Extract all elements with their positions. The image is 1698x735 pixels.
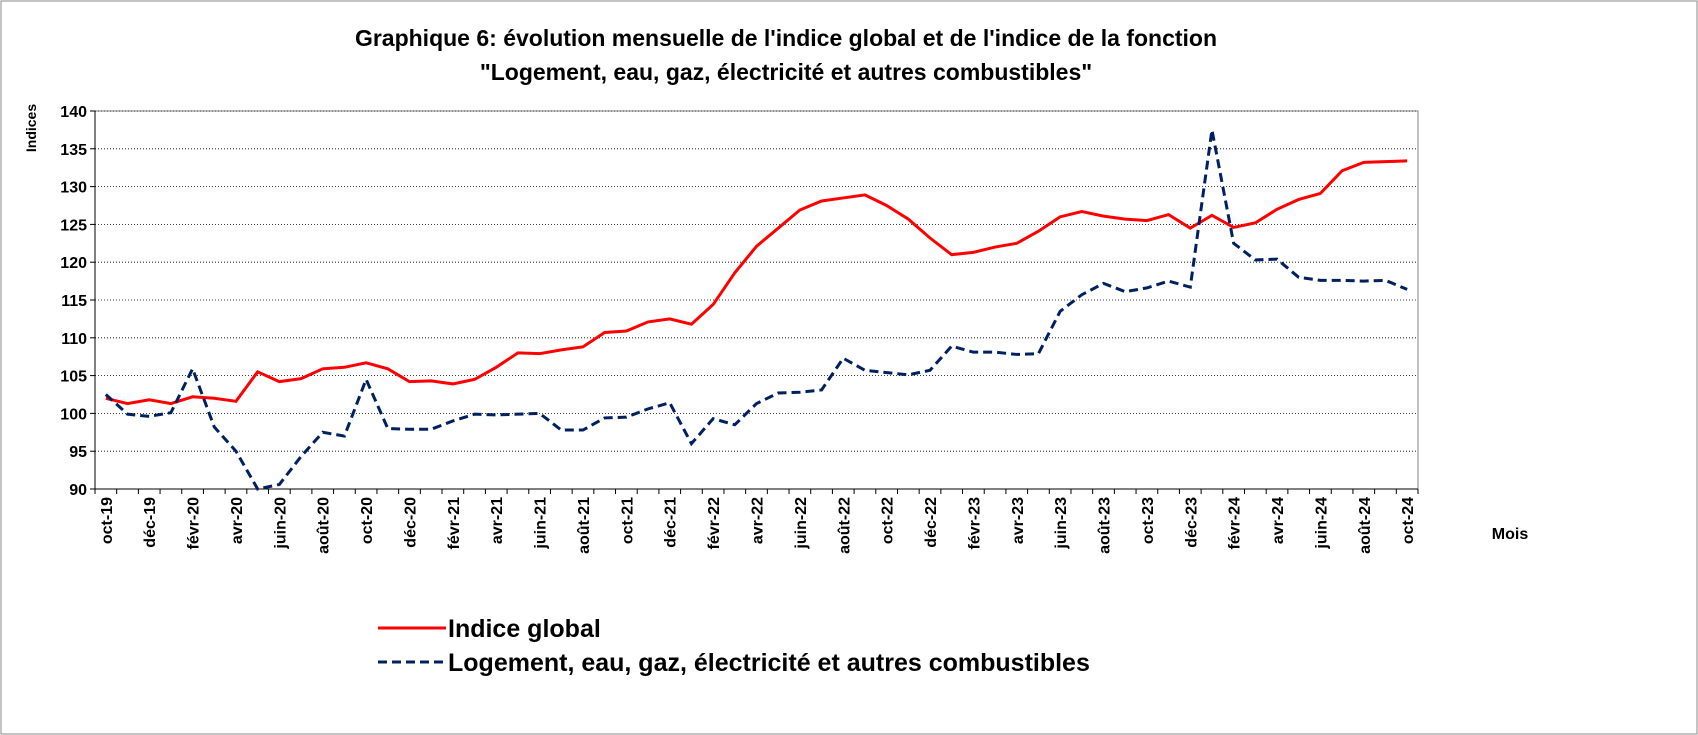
x-tick-label: févr-20: [186, 497, 203, 550]
x-tick-label: août-21: [576, 497, 593, 554]
x-tick-label: oct-24: [1400, 497, 1417, 544]
x-tick-label: févr-23: [966, 497, 983, 550]
x-tick-label: avr-20: [229, 497, 246, 544]
x-tick-label: oct-23: [1140, 497, 1157, 544]
x-tick-label: août-23: [1097, 497, 1114, 554]
y-tick-label: 135: [60, 142, 87, 159]
y-tick-label: 110: [61, 331, 87, 348]
legend-label: Logement, eau, gaz, électricité et autre…: [448, 649, 1090, 677]
x-tick-label: oct-19: [99, 497, 116, 544]
x-tick-label: oct-20: [359, 497, 376, 544]
x-tick-label: août-22: [836, 497, 853, 554]
y-tick-label: 100: [60, 406, 87, 423]
y-tick-label: 90: [69, 482, 87, 499]
x-tick-label: févr-22: [706, 497, 723, 550]
x-tick-label: avr-21: [489, 497, 506, 544]
y-tick-label: 130: [60, 180, 87, 197]
y-axis-label: Indices: [23, 104, 39, 152]
x-tick-label: juin-22: [793, 497, 810, 550]
x-tick-label: juin-23: [1053, 497, 1070, 550]
y-tick-label: 115: [61, 293, 87, 310]
x-tick-label: juin-21: [533, 497, 550, 550]
series-line: [104, 129, 1408, 491]
y-tick-label: 140: [60, 104, 87, 121]
y-tick-label: 125: [60, 217, 87, 234]
x-tick-label: juin-20: [272, 497, 289, 550]
x-tick-label: août-20: [316, 497, 333, 554]
chart-subtitle: "Logement, eau, gaz, électricité et autr…: [480, 59, 1092, 85]
y-tick-label: 95: [69, 444, 87, 461]
x-tick-label: déc-21: [663, 497, 680, 548]
x-tick-label: déc-19: [142, 497, 159, 548]
y-tick-label: 105: [60, 369, 87, 386]
x-tick-label: août-24: [1357, 497, 1374, 554]
x-axis-label: Mois: [1492, 526, 1529, 543]
x-tick-label: avr-24: [1270, 497, 1287, 544]
x-tick-label: déc-20: [402, 497, 419, 548]
x-tick-label: févr-24: [1227, 497, 1244, 550]
series-line: [105, 159, 1408, 406]
x-tick-label: févr-21: [446, 497, 463, 550]
x-tick-label: avr-22: [750, 497, 767, 544]
x-tick-label: oct-22: [880, 497, 897, 544]
y-tick-label: 120: [60, 255, 87, 272]
x-tick-label: avr-23: [1010, 497, 1027, 544]
x-tick-label: déc-22: [923, 497, 940, 548]
x-tick-label: juin-24: [1313, 497, 1330, 550]
chart-title: Graphique 6: évolution mensuelle de l'in…: [355, 25, 1217, 51]
x-tick-label: oct-21: [619, 497, 636, 544]
x-tick-label: déc-23: [1183, 497, 1200, 548]
legend-label: Indice global: [448, 615, 601, 643]
